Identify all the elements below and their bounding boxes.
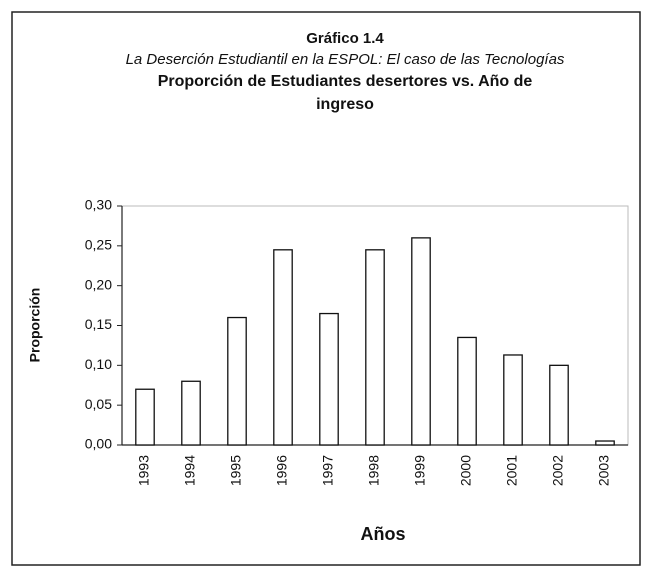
x-tick-label: 1998 bbox=[366, 455, 382, 486]
x-tick-label: 1995 bbox=[228, 455, 244, 486]
y-tick-label: 0,30 bbox=[85, 197, 112, 213]
y-tick-label: 0,25 bbox=[85, 237, 112, 253]
x-tick-label: 2003 bbox=[596, 455, 612, 486]
x-tick-label: 1993 bbox=[136, 455, 152, 486]
bar bbox=[503, 354, 523, 446]
y-tick-label: 0,00 bbox=[85, 436, 112, 452]
y-tick-label: 0,15 bbox=[85, 316, 112, 332]
x-tick-label: 1996 bbox=[274, 455, 290, 486]
bar bbox=[227, 316, 247, 446]
titles: Gráfico 1.4 La Deserción Estudiantil en … bbox=[100, 28, 590, 116]
bar bbox=[319, 312, 339, 446]
bar bbox=[365, 249, 385, 446]
y-tick-label: 0,05 bbox=[85, 396, 112, 412]
bar bbox=[549, 364, 569, 446]
frame bbox=[11, 11, 641, 566]
bar bbox=[595, 440, 615, 446]
x-tick-label: 2002 bbox=[550, 455, 566, 486]
bar bbox=[181, 380, 201, 446]
x-tick-label: 1997 bbox=[320, 455, 336, 486]
x-tick-label: 2000 bbox=[458, 455, 474, 486]
y-tick-label: 0,10 bbox=[85, 356, 112, 372]
x-tick-label: 2001 bbox=[504, 455, 520, 486]
x-tick-label: 1994 bbox=[182, 455, 198, 486]
bar bbox=[411, 237, 431, 446]
y-axis-label: Proporción bbox=[27, 288, 43, 363]
y-tick-label: 0,20 bbox=[85, 276, 112, 292]
bar bbox=[135, 388, 155, 446]
chart-subtitle: La Deserción Estudiantil en la ESPOL: El… bbox=[125, 51, 565, 68]
x-tick-label: 1999 bbox=[412, 455, 428, 486]
bar bbox=[457, 336, 477, 446]
chart-title: Gráfico 1.4 bbox=[306, 30, 384, 47]
bar bbox=[273, 249, 293, 446]
chart-heading: Proporción de Estudiantes desertores vs.… bbox=[157, 73, 533, 113]
x-axis-label: Años bbox=[361, 524, 406, 544]
